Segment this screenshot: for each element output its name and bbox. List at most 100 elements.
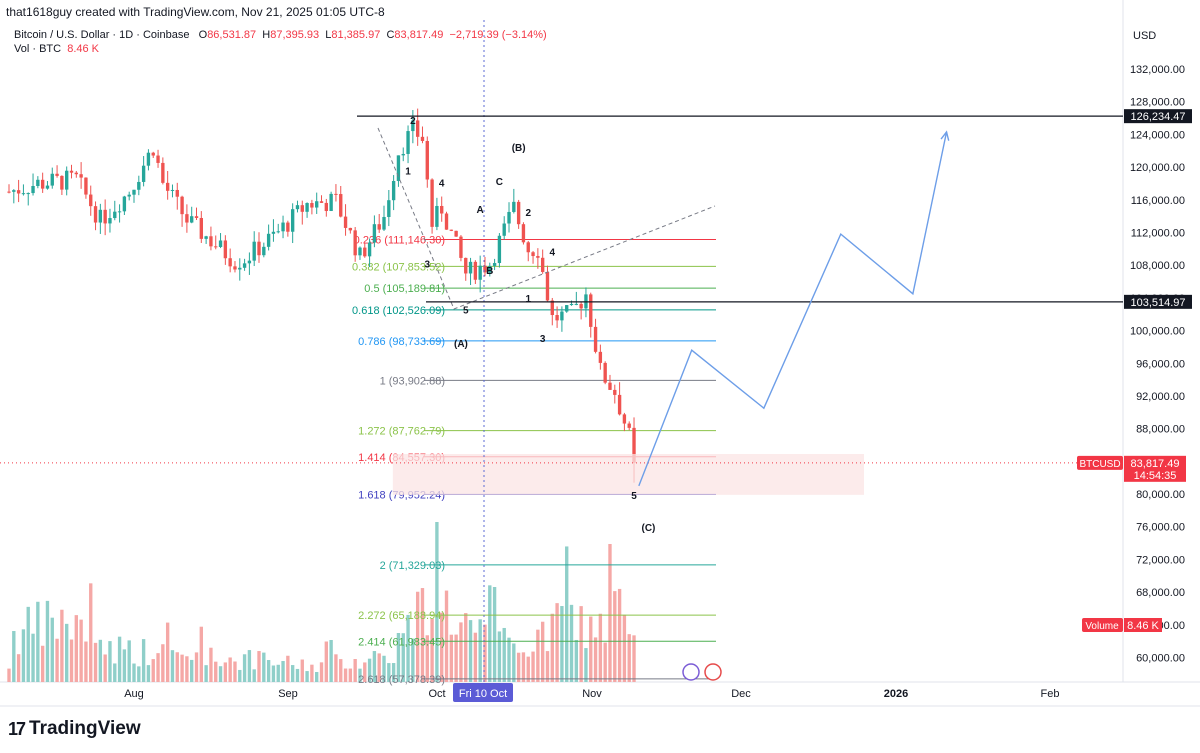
- candle-body: [617, 394, 622, 415]
- volume-bar: [483, 624, 487, 682]
- price-tick-label: 120,000.00: [1130, 162, 1185, 174]
- candle-body: [560, 311, 564, 321]
- wave-label: 5: [463, 305, 469, 316]
- candle-body: [507, 211, 511, 224]
- candle-body: [295, 205, 300, 210]
- volume-bar: [300, 659, 304, 682]
- candle-body: [16, 190, 21, 194]
- volume-bar: [98, 639, 103, 682]
- candle-body: [454, 230, 458, 237]
- volume-bar: [74, 615, 78, 682]
- volume-bar: [444, 590, 449, 682]
- fib-level-label: 0.236 (111,146.30): [354, 234, 445, 246]
- volume-bar: [449, 634, 454, 682]
- volume-bar: [382, 655, 386, 682]
- volume-bars: [7, 522, 636, 682]
- volume-bar: [478, 619, 482, 682]
- volume-bar: [55, 638, 59, 682]
- volume-bar: [367, 658, 372, 682]
- candle-body: [430, 179, 434, 227]
- candle-body: [406, 131, 410, 154]
- volume-bar: [617, 588, 622, 682]
- wave-label: 1: [525, 294, 531, 305]
- volume-bar: [531, 651, 535, 682]
- drawings: 2 1 4 3 5 (A) A B C (B) 2 1 3 4 5 (C): [0, 20, 1123, 682]
- tradingview-logo[interactable]: 17 TradingView: [8, 718, 141, 740]
- candle-body: [334, 193, 338, 195]
- candle-body: [545, 271, 550, 301]
- volume-bar: [440, 612, 444, 682]
- volume-bar: [459, 622, 463, 682]
- volume-bar: [228, 657, 232, 682]
- wave-label: 2: [525, 208, 531, 219]
- volume-bar: [89, 583, 93, 682]
- volume-bar: [593, 637, 598, 682]
- volume-bar: [233, 661, 237, 682]
- volume-bar: [391, 663, 396, 682]
- candle-body: [613, 389, 617, 395]
- volume-bar: [180, 654, 184, 682]
- volume-bar: [252, 669, 256, 682]
- price-tick-label: 68,000.00: [1136, 587, 1185, 599]
- candle-body: [165, 182, 170, 191]
- fib-level-label: 2.414 (61,983.45): [358, 636, 445, 648]
- volume-bar: [156, 653, 160, 682]
- event-icon: [682, 663, 700, 681]
- open-value: 86,531.87: [207, 29, 257, 41]
- high-value: 87,395.93: [270, 29, 320, 41]
- candle-body: [286, 222, 290, 232]
- time-tick-label: Nov: [582, 688, 602, 700]
- volume-bar: [117, 636, 122, 682]
- candle-body: [382, 216, 386, 230]
- fib-level-label: 0.5 (105,189.81): [364, 283, 445, 295]
- volume-bar: [613, 591, 617, 682]
- symbol-legend[interactable]: Bitcoin / U.S. Dollar · 1D · Coinbase O8…: [14, 29, 547, 41]
- candle-body: [565, 305, 569, 312]
- fib-level-label: 2 (71,329.03): [380, 560, 445, 572]
- time-tick-label: 2026: [884, 688, 908, 700]
- volume-bar: [569, 604, 574, 682]
- volume-bar: [7, 668, 11, 682]
- volume-bar: [550, 613, 554, 682]
- volume-bar: [512, 643, 516, 682]
- volume-bar: [45, 600, 50, 682]
- candle-body: [377, 224, 381, 230]
- volume-bar: [295, 668, 300, 682]
- volume-bar: [204, 665, 208, 682]
- candle-body: [569, 303, 574, 306]
- close-label: C: [386, 29, 395, 41]
- candle-body: [209, 236, 213, 247]
- volume-legend[interactable]: Vol · BTC 8.46 K: [14, 43, 99, 55]
- time-tick-label: Oct: [428, 688, 445, 700]
- candle-body: [214, 246, 218, 248]
- candle-body: [281, 222, 285, 232]
- volume-bar: [93, 642, 98, 682]
- volume-bar: [468, 620, 473, 682]
- price-tick-label: 88,000.00: [1136, 424, 1185, 436]
- volume-bar: [565, 546, 569, 682]
- volume-bar: [372, 651, 377, 682]
- close-value: 83,817.49: [394, 29, 444, 41]
- volume-bar: [50, 617, 54, 682]
- volume-bar: [622, 614, 627, 682]
- candle-body: [367, 242, 372, 257]
- candle-body: [175, 189, 179, 197]
- candle-body: [319, 201, 324, 203]
- candle-body: [190, 216, 194, 223]
- price-tick-label: 112,000.00: [1131, 227, 1185, 239]
- time-tick-label: Feb: [1041, 688, 1060, 700]
- chart-credit: that1618guy created with TradingView.com…: [6, 5, 385, 19]
- candle-body: [627, 423, 631, 428]
- volume-bar: [329, 640, 333, 682]
- volume-bar: [65, 623, 69, 682]
- volume-bar: [632, 635, 636, 682]
- volume-bar: [84, 641, 88, 682]
- candle-body: [579, 303, 583, 309]
- candle-body: [526, 242, 530, 253]
- candle-body: [478, 265, 482, 280]
- candle-body: [603, 362, 607, 383]
- price-tick-label: 116,000.00: [1131, 195, 1185, 207]
- crosshair-date-label: Fri 10 Oct: [459, 688, 507, 700]
- volume-bar: [454, 634, 458, 682]
